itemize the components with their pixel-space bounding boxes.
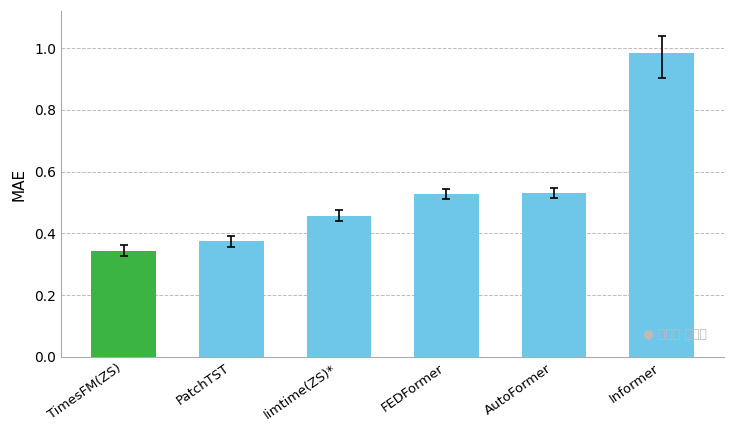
Bar (522, 193, 587, 357)
Y-axis label: MAE: MAE (11, 168, 26, 200)
Bar (306, 216, 371, 357)
Text: ● 公众号·新智元: ● 公众号·新智元 (643, 328, 707, 341)
Bar (199, 242, 264, 357)
Bar (91, 251, 156, 357)
Bar (629, 53, 694, 357)
Bar (414, 194, 478, 357)
